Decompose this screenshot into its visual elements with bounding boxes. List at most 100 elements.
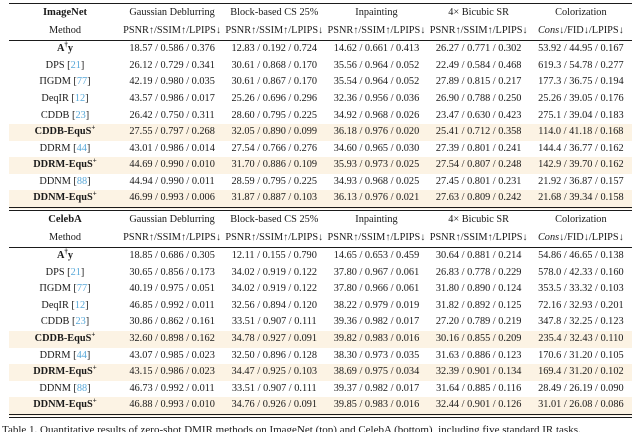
metric-cell: 38.22 / 0.979 / 0.019 — [333, 299, 420, 311]
metric-cell: 38.30 / 0.973 / 0.035 — [333, 349, 420, 361]
metric-cell: 23.47 / 0.630 / 0.423 — [435, 109, 522, 121]
metric-cell: 31.63 / 0.886 / 0.123 — [435, 349, 522, 361]
metric-cell: 27.54 / 0.807 / 0.248 — [435, 159, 522, 171]
method-cell: CDDB [23] — [40, 316, 90, 328]
metric-cell: 347.8 / 32.25 / 0.123 — [538, 316, 624, 328]
results-table-celeba: CelebA Gaussian Deblurring Block-based CS … — [9, 211, 632, 418]
metric-cell: 27.20 / 0.789 / 0.219 — [435, 316, 522, 328]
table-caption: Table 1. Quantitative results of zero-sh… — [2, 424, 581, 432]
method-column-header: Method — [48, 231, 82, 243]
table-body: A†y 18.85 / 0.686 / 0.305 12.11 / 0.155 / … — [9, 247, 632, 416]
citation-link[interactable]: 12 — [74, 299, 86, 311]
method-cell: A†y — [56, 40, 74, 55]
metric-cell: 14.62 / 0.661 / 0.413 — [333, 43, 420, 55]
metric-cell: 31.64 / 0.885 / 0.116 — [436, 382, 522, 394]
table-row: CDDB-EquS+ 32.60 / 0.898 / 0.162 34.78 / 0… — [9, 330, 632, 348]
metric-header: Cons↓/FID↓/LPIPS↓ — [537, 24, 624, 36]
metric-cell: 18.85 / 0.686 / 0.305 — [129, 250, 215, 262]
table-row: DeqIR [12] 43.57 / 0.986 / 0.017 25.26 / 0… — [9, 91, 632, 108]
citation-link[interactable]: 88 — [76, 175, 88, 187]
metric-cell: 30.61 / 0.867 / 0.170 — [231, 76, 318, 88]
metric-cell: 177.3 / 36.75 / 0.194 — [538, 76, 624, 88]
citation-link[interactable]: 21 — [70, 59, 81, 71]
metric-cell: 31.01 / 26.08 / 0.086 — [538, 399, 624, 411]
metric-cell: 18.57 / 0.586 / 0.376 — [129, 43, 215, 55]
metric-header: PSNR↑/SSIM↑/LPIPS↓ — [327, 231, 426, 243]
metric-cell: 33.51 / 0.907 / 0.111 — [231, 316, 317, 328]
metric-cell: 22.49 / 0.584 / 0.468 — [435, 59, 522, 71]
table-row: DDNM-EquS+ 46.88 / 0.993 / 0.010 34.76 / 0… — [9, 397, 632, 416]
method-cell: ΠGDM [77] — [39, 283, 91, 295]
metric-cell: 26.90 / 0.788 / 0.250 — [435, 92, 522, 104]
metric-cell: 34.02 / 0.919 / 0.122 — [231, 266, 318, 278]
citation-link[interactable]: 77 — [76, 76, 88, 88]
metric-cell: 33.51 / 0.907 / 0.111 — [231, 382, 317, 394]
task-header: Inpainting — [355, 213, 398, 225]
citation-link[interactable]: 44 — [76, 349, 87, 361]
metric-cell: 25.41 / 0.712 / 0.358 — [435, 126, 522, 138]
metric-cell: 31.82 / 0.892 / 0.125 — [435, 299, 522, 311]
header-row-tasks: CelebA Gaussian Deblurring Block-based CS … — [9, 211, 632, 229]
citation-link[interactable]: 12 — [74, 92, 86, 104]
task-header: Colorization — [555, 6, 607, 18]
metric-cell: 31.87 / 0.887 / 0.103 — [231, 192, 318, 204]
metric-cell: 30.16 / 0.855 / 0.209 — [435, 333, 522, 345]
citation-link[interactable]: 77 — [76, 283, 88, 295]
table-header: CelebA Gaussian Deblurring Block-based CS … — [9, 211, 632, 248]
metric-cell: 39.85 / 0.983 / 0.016 — [333, 399, 420, 411]
metric-cell: 46.99 / 0.993 / 0.006 — [129, 192, 215, 204]
method-cell: DDRM [44] — [39, 142, 91, 154]
table-row: ΠGDM [77] 40.19 / 0.975 / 0.051 34.02 / 0.… — [9, 281, 632, 298]
dataset-name: ImageNet — [42, 6, 88, 18]
metric-cell: 34.93 / 0.968 / 0.025 — [333, 175, 420, 187]
metric-cell: 32.39 / 0.901 / 0.134 — [435, 366, 522, 378]
metric-cell: 34.02 / 0.919 / 0.122 — [231, 283, 318, 295]
metric-cell: 114.0 / 41.18 / 0.168 — [538, 126, 624, 138]
metric-cell: 27.45 / 0.801 / 0.231 — [435, 175, 522, 187]
metric-cell: 170.6 / 31.20 / 0.105 — [538, 349, 624, 361]
header-row-tasks: ImageNet Gaussian Deblurring Block-based C… — [9, 4, 632, 23]
header-row-metrics: Method PSNR↑/SSIM↑/LPIPS↓ PSNR↑/SSIM↑/LPIP… — [9, 22, 632, 41]
metric-cell: 54.86 / 46.65 / 0.138 — [538, 250, 624, 262]
table-row: DDNM [88] 44.94 / 0.990 / 0.011 28.59 / 0.… — [9, 174, 632, 191]
metric-cell: 578.0 / 42.33 / 0.160 — [538, 266, 624, 278]
citation-link[interactable]: 88 — [76, 382, 88, 394]
metric-cell: 27.63 / 0.809 / 0.242 — [435, 192, 522, 204]
metric-header: PSNR↑/SSIM↑/LPIPS↓ — [123, 231, 222, 243]
metric-cell: 43.07 / 0.985 / 0.023 — [129, 349, 215, 361]
metric-cell: 32.60 / 0.898 / 0.162 — [129, 333, 215, 345]
table-row: CDDB [23] 26.42 / 0.750 / 0.311 28.60 / 0.… — [9, 107, 632, 124]
method-cell: DDNM-EquS+ — [33, 397, 97, 411]
table-body: A†y 18.57 / 0.586 / 0.376 12.83 / 0.192 / … — [9, 41, 632, 209]
method-column-header: Method — [48, 24, 82, 36]
table-row: CDDB [23] 30.86 / 0.862 / 0.161 33.51 / 0.… — [9, 314, 632, 331]
citation-link[interactable]: 21 — [70, 266, 81, 278]
header-row-metrics: Method PSNR↑/SSIM↑/LPIPS↓ PSNR↑/SSIM↑/LPIP… — [9, 229, 632, 248]
table-row: CDDB-EquS+ 27.55 / 0.797 / 0.268 32.05 / 0… — [9, 123, 632, 141]
citation-link[interactable]: 44 — [76, 142, 87, 154]
metric-cell: 30.64 / 0.881 / 0.214 — [435, 250, 522, 262]
metric-cell: 25.26 / 39.05 / 0.176 — [538, 92, 624, 104]
task-header: 4× Bicubic SR — [448, 6, 510, 18]
metric-cell: 275.1 / 39.04 / 0.183 — [538, 109, 624, 121]
metric-cell: 144.4 / 36.77 / 0.162 — [538, 142, 624, 154]
method-cell: DeqIR [12] — [41, 299, 89, 311]
method-cell: DDNM-EquS+ — [33, 190, 97, 204]
method-cell: DDRM [44] — [39, 349, 91, 361]
task-header: 4× Bicubic SR — [448, 213, 510, 225]
metric-cell: 40.19 / 0.975 / 0.051 — [129, 283, 215, 295]
metric-header: PSNR↑/SSIM↑/LPIPS↓ — [123, 24, 222, 36]
metric-cell: 26.42 / 0.750 / 0.311 — [129, 109, 215, 121]
citation-link[interactable]: 23 — [75, 109, 86, 121]
table-header: ImageNet Gaussian Deblurring Block-based C… — [9, 4, 632, 41]
task-header: Colorization — [555, 213, 607, 225]
metric-cell: 619.3 / 54.78 / 0.277 — [538, 59, 624, 71]
metric-cell: 39.36 / 0.982 / 0.017 — [333, 316, 420, 328]
metric-cell: 31.80 / 0.890 / 0.124 — [435, 283, 522, 295]
citation-link[interactable]: 23 — [75, 316, 86, 328]
task-header: Block-based CS 25% — [230, 6, 319, 18]
table-row: DDRM-EquS+ 44.69 / 0.990 / 0.010 31.70 / 0… — [9, 157, 632, 174]
metric-cell: 142.9 / 39.70 / 0.162 — [538, 159, 624, 171]
metric-cell: 38.69 / 0.975 / 0.034 — [333, 366, 420, 378]
